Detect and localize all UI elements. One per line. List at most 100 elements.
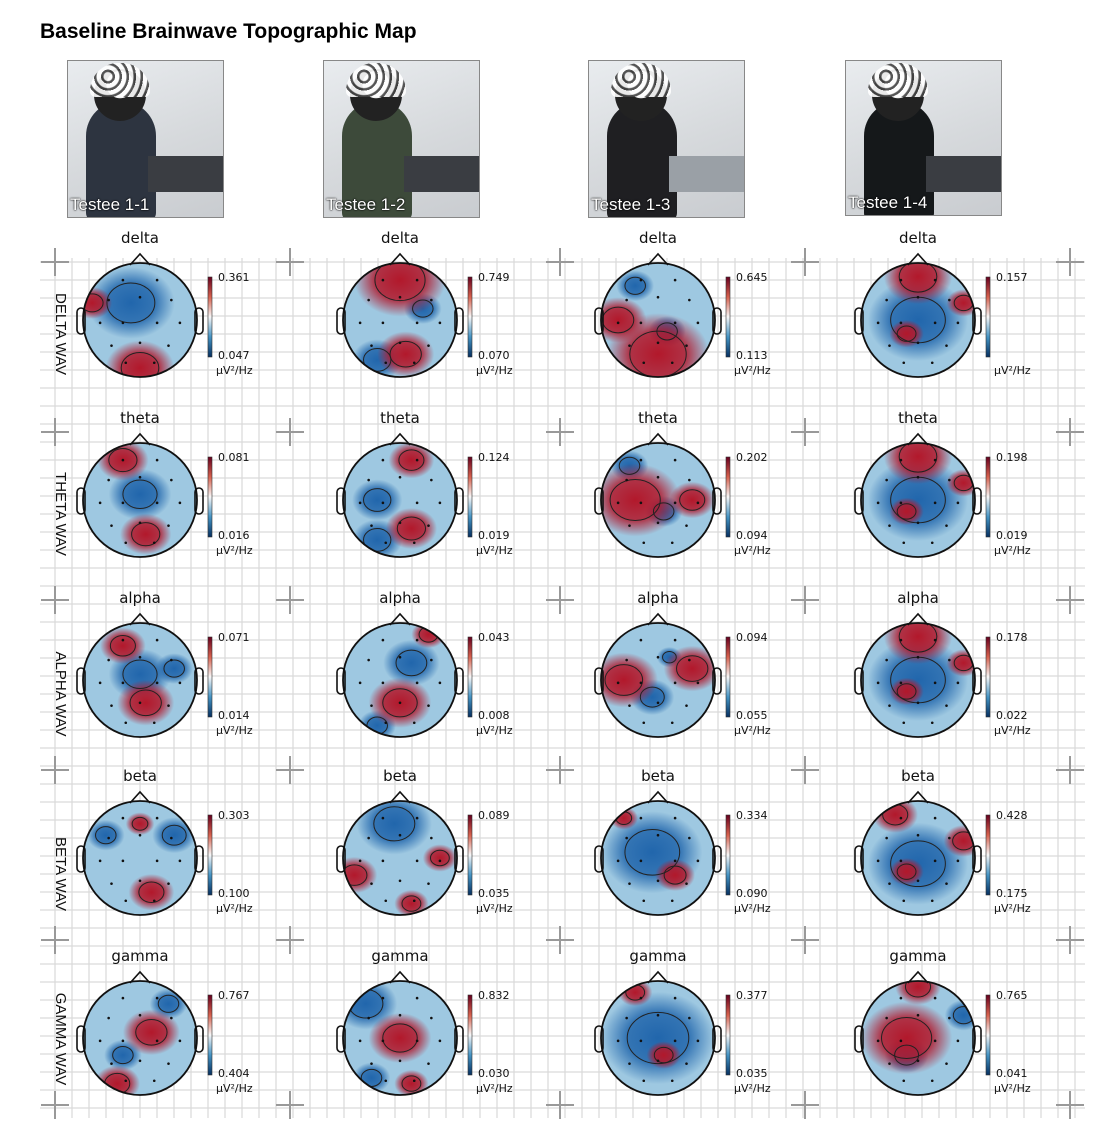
row-label-delta: DELTA WAV [52, 293, 69, 375]
scalp-field [83, 443, 197, 557]
electrode-dot [885, 298, 888, 302]
contour-line [163, 659, 185, 678]
electrode-dot [933, 321, 937, 325]
electrode-dot [639, 278, 643, 282]
head-outline [600, 262, 716, 378]
electrode-dot [876, 321, 880, 325]
contour-line [898, 623, 938, 653]
electrode-dot [656, 879, 660, 883]
electrode-dot [899, 859, 903, 863]
band-title: gamma [371, 947, 428, 965]
electrode-dot [124, 541, 128, 545]
electrode-dot [138, 833, 142, 837]
colorbar-unit: µV²/Hz [476, 724, 513, 737]
contour-line [890, 840, 946, 888]
electrode-dot [916, 655, 920, 659]
colorbar-unit: µV²/Hz [734, 544, 771, 557]
colorbar-min: 0.090 [736, 887, 768, 900]
electrode-dot [639, 458, 643, 462]
hot-blob [83, 286, 113, 319]
contour-line [401, 895, 422, 912]
left-ear-icon [76, 1025, 86, 1053]
electrode-dot [370, 704, 373, 707]
electrode-dot [155, 458, 159, 462]
electrode-dot [138, 341, 142, 345]
electrode-dot [642, 899, 646, 903]
electrode-dot [656, 1013, 660, 1017]
colorbar [467, 814, 473, 896]
colorbar-max: 0.361 [218, 271, 250, 284]
contour-line [429, 849, 450, 867]
topomap-beta-2: beta 0.089 0.035 µV²/Hz [336, 767, 513, 916]
topomap-theta-2: theta 0.124 0.019 µV²/Hz [336, 409, 513, 558]
head-outline [82, 980, 198, 1096]
head-outline [860, 622, 976, 738]
topomap-theta-4: theta 0.198 0.019 µV²/Hz [854, 409, 1031, 558]
electrode-dot [902, 541, 906, 545]
cold-blob [352, 479, 403, 521]
colorbar-min: 0.055 [736, 709, 768, 722]
topomap-beta-3: beta 0.334 0.090 µV²/Hz [594, 767, 771, 916]
electrode-dot [415, 501, 419, 505]
left-ear-icon [594, 307, 604, 335]
electrode-dot [178, 321, 182, 325]
electrode-dot [639, 996, 643, 1000]
colorbar-max: 0.157 [996, 271, 1028, 284]
contour-line [398, 449, 425, 471]
right-ear-icon [454, 487, 464, 515]
electrode-dot [902, 361, 906, 365]
electrode-dot [415, 278, 419, 282]
topomap-alpha-2: alpha 0.043 0.008 µV²/Hz [336, 589, 513, 738]
colorbar-min: 0.070 [478, 349, 510, 362]
hot-blob [394, 1069, 429, 1095]
electrode-dot [639, 321, 643, 325]
left-ear-icon [76, 307, 86, 335]
electrode-dot [155, 859, 159, 863]
colorbar [985, 456, 991, 538]
electrode-dot [384, 1079, 388, 1083]
right-ear-icon [712, 307, 722, 335]
hot-blob [385, 507, 438, 550]
colorbar [207, 994, 213, 1076]
nose-icon [647, 612, 669, 626]
colorbar-max: 0.749 [478, 271, 510, 284]
contour-line [662, 651, 677, 664]
electrode-dot [121, 1039, 125, 1043]
electrode-dot [696, 681, 700, 685]
hot-blob [669, 481, 715, 519]
hot-blob [105, 340, 175, 377]
colorbar-unit: µV²/Hz [994, 364, 1031, 377]
electrode-dot [110, 882, 113, 885]
electrode-dot [98, 681, 102, 685]
scalp-field [343, 263, 457, 377]
row-label-gamma: GAMMA WAV [52, 992, 69, 1086]
electrode-dot [138, 475, 142, 479]
hot-blob [601, 652, 658, 708]
colorbar-unit: µV²/Hz [734, 724, 771, 737]
topomap-alpha-4: alpha 0.178 0.022 µV²/Hz [854, 589, 1031, 738]
electrode-dot [933, 996, 937, 1000]
colorbar-max: 0.765 [996, 989, 1028, 1002]
electrode-dot [956, 1039, 960, 1043]
colorbar [985, 636, 991, 718]
colorbar-max: 0.645 [736, 271, 768, 284]
head-outline [342, 980, 458, 1096]
electrode-dot [430, 836, 433, 840]
colorbar-max: 0.178 [996, 631, 1028, 644]
contour-line [373, 806, 416, 842]
hot-blob [861, 1001, 953, 1075]
electrode-dot [138, 1059, 142, 1063]
electrode-dot [415, 321, 419, 325]
electrode-dot [170, 658, 173, 662]
colorbar-min: 0.014 [218, 709, 250, 722]
right-ear-icon [194, 1025, 204, 1053]
electrode-dot [398, 295, 402, 299]
electrode-dot [107, 658, 110, 662]
electrode-dot [616, 681, 620, 685]
electrode-dot [670, 541, 674, 545]
electrode-dot [98, 859, 102, 863]
colorbar [985, 814, 991, 896]
scalp-field [861, 623, 975, 737]
electrode-dot [412, 541, 416, 545]
